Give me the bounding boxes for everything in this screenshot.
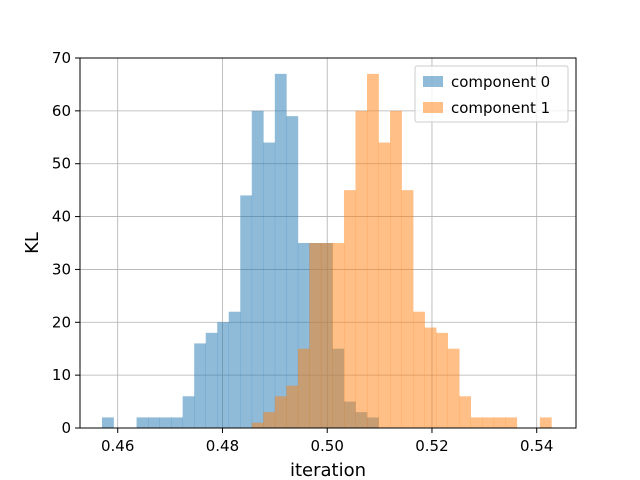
- histogram-bar-series-1: [447, 348, 460, 428]
- histogram-bar-series-0: [194, 343, 207, 428]
- histogram-bar-series-0: [148, 417, 160, 428]
- x-tick-label: 0.52: [415, 437, 448, 455]
- histogram-bar-series-1: [413, 311, 425, 428]
- histogram-bar-series-0: [263, 142, 276, 429]
- histogram-bar-series-0: [251, 110, 264, 428]
- y-tick-label: 10: [52, 366, 71, 384]
- histogram-bar-series-1: [436, 332, 448, 428]
- legend-swatch: [423, 76, 443, 87]
- legend: component 0 component 1: [414, 65, 569, 123]
- histogram-bar-series-0: [205, 332, 218, 428]
- histogram-bar-series-1: [470, 417, 483, 428]
- histogram-bar-series-1: [355, 110, 368, 428]
- x-tick-label: 0.48: [206, 437, 239, 455]
- histogram-bar-series-1: [263, 412, 276, 428]
- y-tick-label: 70: [52, 49, 71, 67]
- histogram-bar-series-1: [297, 348, 310, 428]
- y-tick-label: 50: [52, 155, 71, 173]
- histogram-bar-series-1: [320, 243, 333, 428]
- y-axis-label: KL: [22, 232, 43, 254]
- histogram-bar-series-0: [240, 195, 253, 428]
- y-tick-label: 40: [52, 208, 71, 226]
- histogram-bar-series-0: [171, 417, 183, 428]
- histogram-bar-series-1: [286, 385, 299, 428]
- histogram-bar-series-1: [401, 190, 414, 428]
- histogram-bars: [101, 73, 552, 429]
- y-tick-label: 60: [52, 102, 71, 120]
- histogram-bar-series-1: [367, 73, 379, 428]
- legend-swatch: [423, 102, 443, 113]
- y-tick-label: 0: [61, 419, 71, 437]
- histogram-bar-series-0: [297, 243, 310, 428]
- histogram-bar-series-0: [136, 417, 149, 428]
- histogram-bar-series-1: [274, 396, 287, 428]
- legend-label: component 1: [451, 99, 550, 117]
- x-tick-label: 0.50: [311, 437, 344, 455]
- histogram-bar-series-1: [459, 396, 472, 428]
- histogram-bar-series-1: [309, 243, 322, 428]
- histogram-bar-series-0: [228, 311, 241, 428]
- legend-label: component 0: [451, 73, 550, 91]
- y-tick-label: 30: [52, 260, 71, 278]
- plot-frame: [79, 57, 577, 429]
- histogram-bar-series-0: [274, 73, 287, 428]
- histogram-bar-series-1: [424, 327, 437, 428]
- y-tick-label: 20: [52, 313, 71, 331]
- axis-ticks: 0.46 0.48 0.50 0.52 0.54 0 10 20 30 40 50 60 70: [52, 49, 554, 455]
- histogram-bar-series-1: [493, 417, 506, 428]
- histogram-bar-series-0: [286, 116, 299, 429]
- histogram-bar-series-1: [378, 142, 391, 429]
- histogram-bar-series-1: [332, 243, 345, 428]
- x-tick-label: 0.46: [101, 437, 134, 455]
- histogram-bar-series-1: [343, 190, 356, 428]
- x-axis-label: iteration: [290, 460, 366, 480]
- histogram-bar-series-1: [505, 417, 518, 428]
- histogram-bar-series-1: [539, 417, 552, 428]
- histogram-bar-series-0: [217, 322, 230, 428]
- histogram-bar-series-1: [390, 110, 402, 428]
- histogram-bar-series-0: [159, 417, 172, 428]
- histogram-bar-series-1: [251, 422, 264, 428]
- histogram-bar-series-0: [101, 417, 114, 428]
- legend-box: [414, 65, 569, 123]
- x-tick-label: 0.54: [520, 437, 553, 455]
- histogram-bar-series-1: [482, 417, 495, 428]
- histogram-bar-series-0: [182, 396, 195, 428]
